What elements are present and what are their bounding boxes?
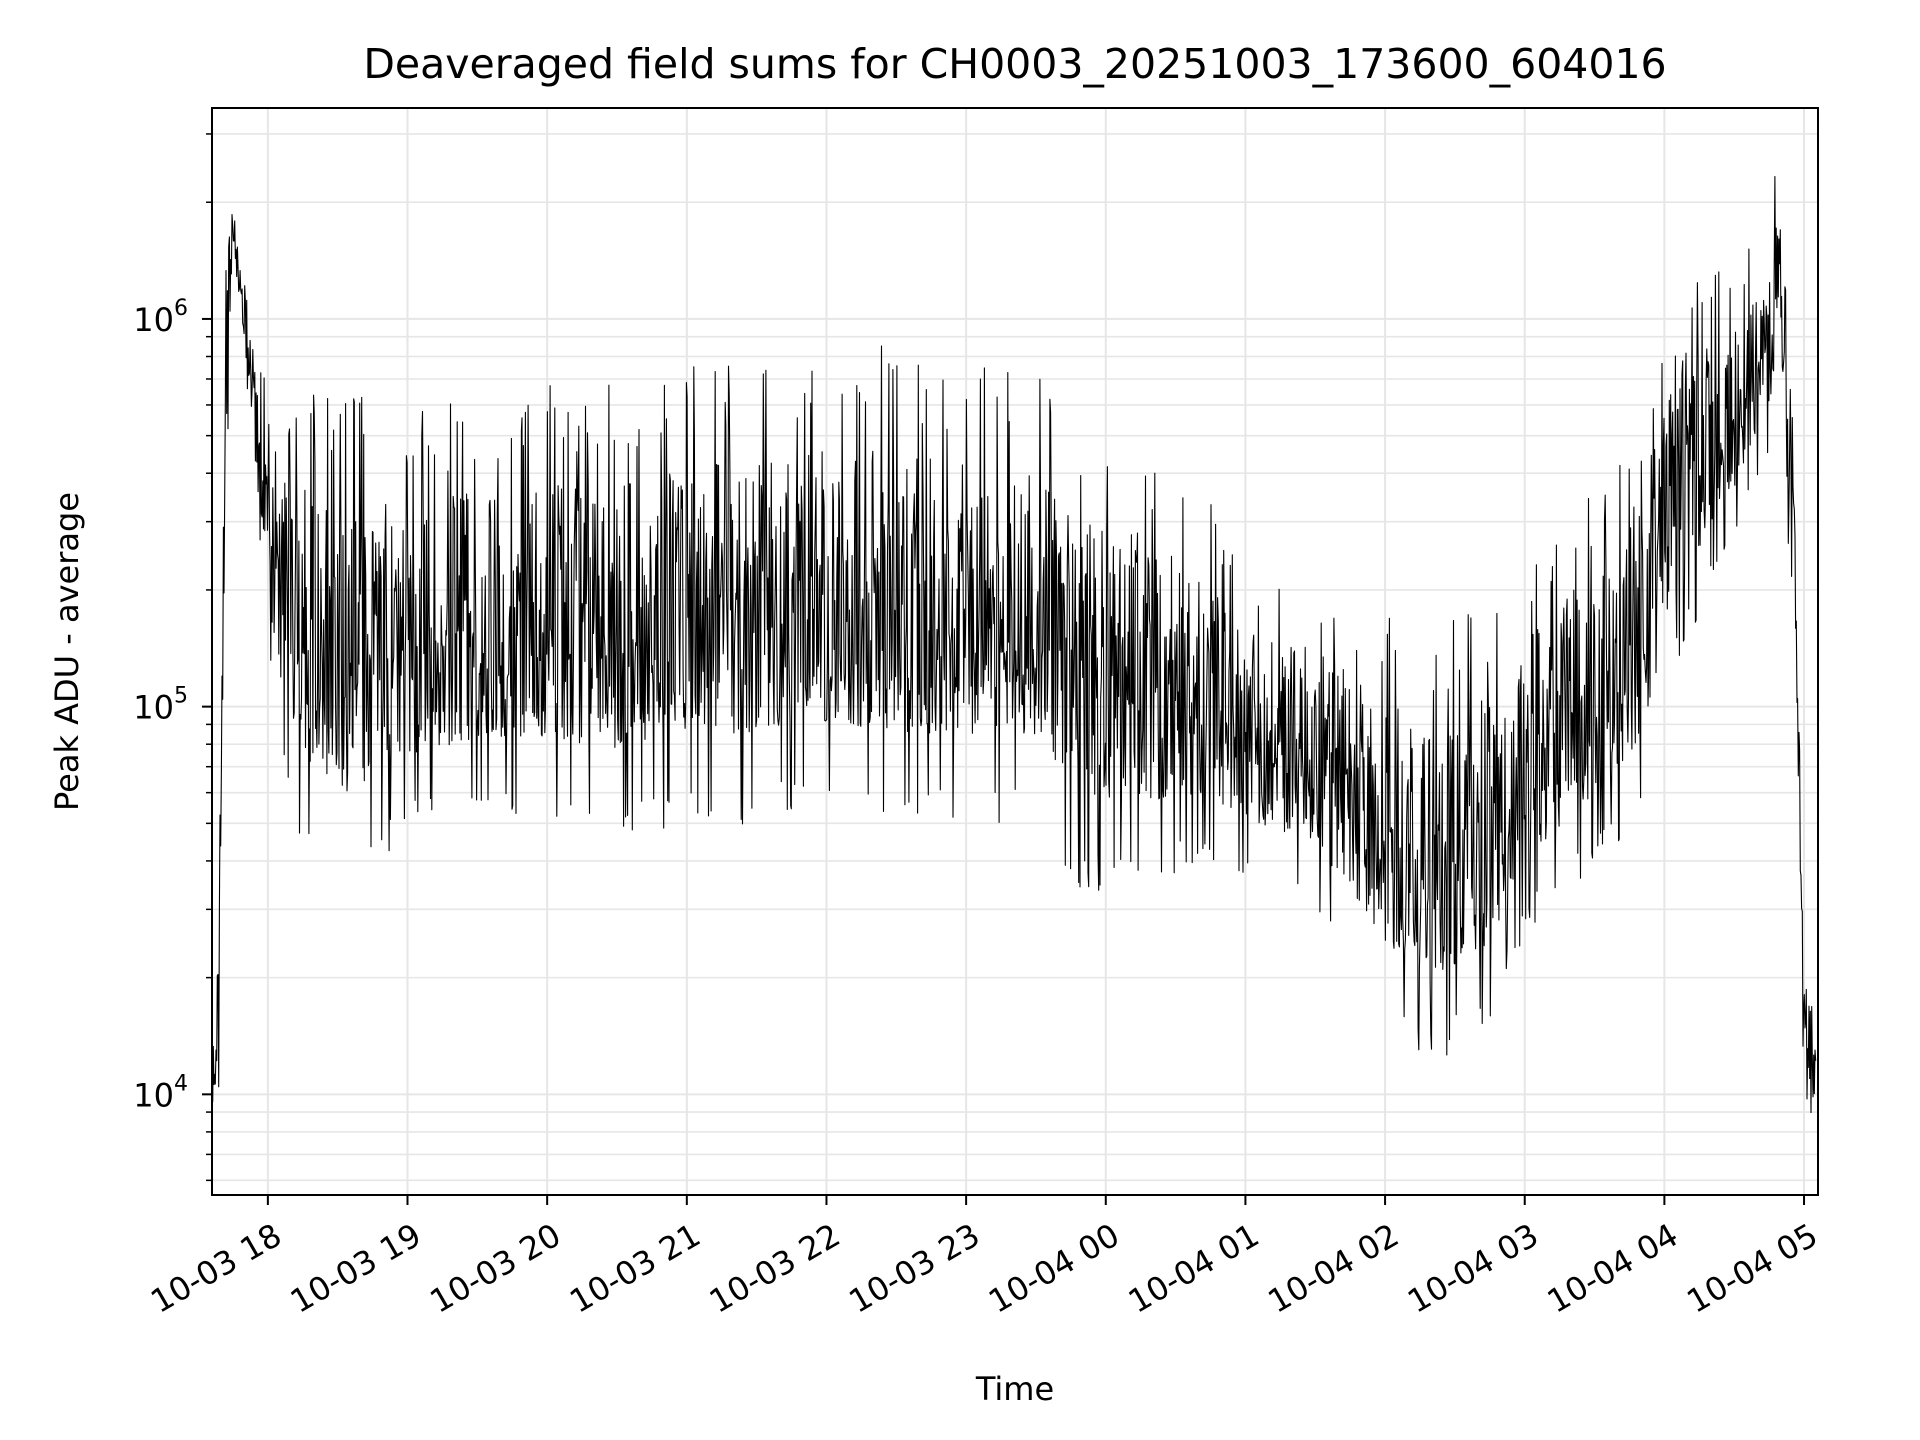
y-tick-label: 106 <box>133 296 188 339</box>
y-axis-label: Peak ADU - average <box>48 492 86 811</box>
series-line-layer <box>211 175 1817 1114</box>
y-tick-label: 105 <box>133 684 188 727</box>
y-tick-label: 104 <box>133 1071 188 1114</box>
series-line <box>211 175 1817 1114</box>
plot-frame <box>211 107 1819 1196</box>
chart-title: Deaveraged field sums for CH0003_2025100… <box>363 40 1666 88</box>
x-axis-label: Time <box>975 1370 1054 1408</box>
